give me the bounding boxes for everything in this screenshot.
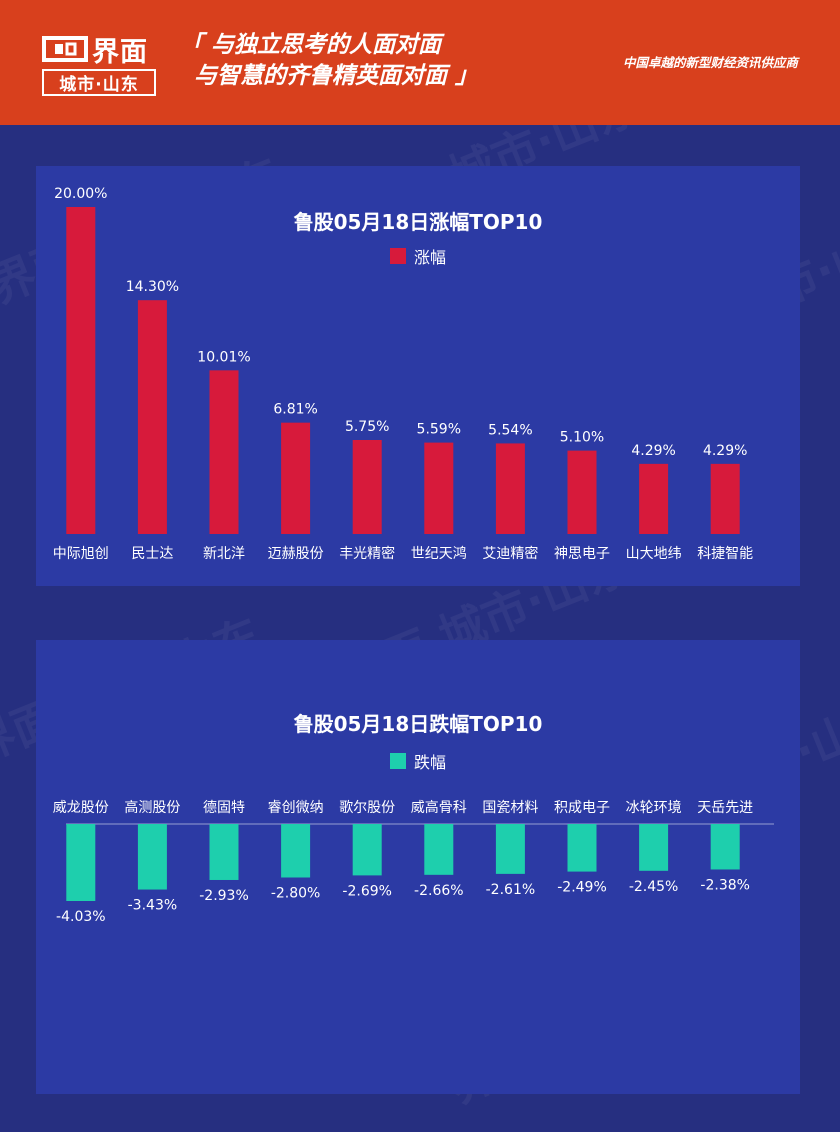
gainers-bar-chart: 20.00% 中际旭创 14.30% 民士达 10.01% 新北洋 6.81% 迈赫股份 5.7…	[53, 186, 753, 562]
bar-gain	[137, 300, 167, 534]
bar-gain	[209, 370, 239, 534]
category-label: 天岳先进	[697, 800, 753, 816]
legend-label: 涨幅	[413, 248, 446, 267]
losers-bar-chart: -4.03% 威龙股份 -3.43% 高测股份 -2.93% 德固特 -2.80% 睿创微纳 -…	[53, 799, 774, 925]
category-label: 丰光精密	[339, 545, 395, 562]
bar-gain	[281, 422, 311, 534]
data-label: 4.29%	[703, 443, 747, 459]
header-banner: 界面 城市·山东 「 与独立思考的人面对面 与智慧的齐鲁精英面对面 」 中国卓越…	[0, 0, 840, 125]
bar-loss	[639, 824, 669, 871]
data-label: 20.00%	[54, 186, 107, 202]
category-label: 积成电子	[554, 800, 610, 816]
slogan-line-2: 与智慧的齐鲁精英面对面 」	[194, 63, 479, 89]
slogan-line-1: 「 与独立思考的人面对面	[180, 32, 442, 58]
bar-loss	[66, 824, 96, 901]
bar-gain	[424, 442, 454, 534]
bar-gain	[567, 450, 597, 534]
data-label: -4.03%	[56, 909, 106, 925]
gainers-chart-panel: 鲁股05月18日涨幅TOP10 涨幅 20.00% 中际旭创 14.30% 民士达 10…	[36, 166, 800, 586]
bar-loss	[495, 824, 525, 874]
bar-loss	[567, 824, 597, 872]
jiemian-logo: 界面 城市·山东	[42, 32, 160, 98]
bar-gain	[639, 463, 669, 534]
data-label: 5.75%	[345, 419, 389, 435]
bar-loss	[137, 824, 167, 890]
data-label: 5.10%	[560, 430, 604, 446]
data-label: 6.81%	[273, 402, 317, 418]
category-label: 山大地纬	[626, 546, 682, 562]
category-label: 威龙股份	[53, 800, 109, 816]
bar-gain	[352, 439, 382, 534]
chart-title: 鲁股05月18日跌幅TOP10	[293, 712, 543, 736]
bar-gain	[66, 207, 96, 534]
chart-title: 鲁股05月18日涨幅TOP10	[293, 210, 543, 234]
data-label: 5.54%	[488, 422, 532, 438]
chart-legend: 跌幅	[36, 749, 800, 773]
category-label: 科捷智能	[697, 546, 753, 562]
category-label: 艾迪精密	[482, 545, 538, 562]
chart-legend: 涨幅	[36, 244, 800, 268]
bar-loss	[424, 824, 454, 875]
data-label: -2.66%	[414, 883, 464, 899]
category-label: 歌尔股份	[339, 800, 395, 816]
logo-name: 界面	[92, 36, 148, 68]
losers-chart-panel: 鲁股05月18日跌幅TOP10 跌幅 -4.03% 威龙股份 -3.43% 高测股份 -…	[36, 640, 800, 1094]
legend-label: 跌幅	[413, 753, 446, 772]
bar-loss	[710, 824, 740, 870]
data-label: 5.59%	[417, 422, 461, 438]
slogan: 「 与独立思考的人面对面 与智慧的齐鲁精英面对面 」	[180, 30, 478, 92]
category-label: 神思电子	[554, 546, 610, 562]
bar-gain	[710, 463, 740, 534]
bar-loss	[209, 824, 239, 880]
category-label: 国瓷材料	[482, 800, 538, 816]
data-label: -2.80%	[271, 885, 321, 901]
category-label: 威高骨科	[411, 799, 467, 816]
category-label: 民士达	[131, 546, 173, 562]
data-label: -2.45%	[629, 879, 679, 895]
data-label: -2.69%	[342, 883, 392, 899]
category-label: 新北洋	[203, 546, 245, 562]
category-label: 世纪天鸿	[411, 545, 467, 562]
bar-loss	[281, 824, 311, 878]
logo-subtitle: 城市·山东	[42, 69, 156, 96]
tagline: 中国卓越的新型财经资讯供应商	[622, 55, 798, 70]
category-label: 睿创微纳	[268, 800, 324, 816]
bar-gain	[495, 443, 525, 534]
data-label: 10.01%	[197, 349, 250, 365]
category-label: 中际旭创	[53, 546, 109, 562]
data-label: -2.93%	[199, 888, 249, 904]
legend-swatch	[389, 248, 406, 264]
data-label: 14.30%	[126, 279, 179, 295]
data-label: 4.29%	[631, 443, 675, 459]
data-label: -2.49%	[557, 880, 607, 896]
bar-loss	[352, 824, 382, 876]
data-label: -3.43%	[128, 898, 178, 914]
category-label: 德固特	[203, 800, 245, 816]
legend-swatch	[389, 753, 406, 769]
logo-mark-icon	[42, 36, 88, 62]
category-label: 高测股份	[124, 799, 180, 816]
data-label: -2.38%	[700, 877, 750, 893]
category-label: 迈赫股份	[268, 546, 324, 562]
data-label: -2.61%	[486, 882, 536, 898]
category-label: 冰轮环境	[626, 800, 682, 816]
